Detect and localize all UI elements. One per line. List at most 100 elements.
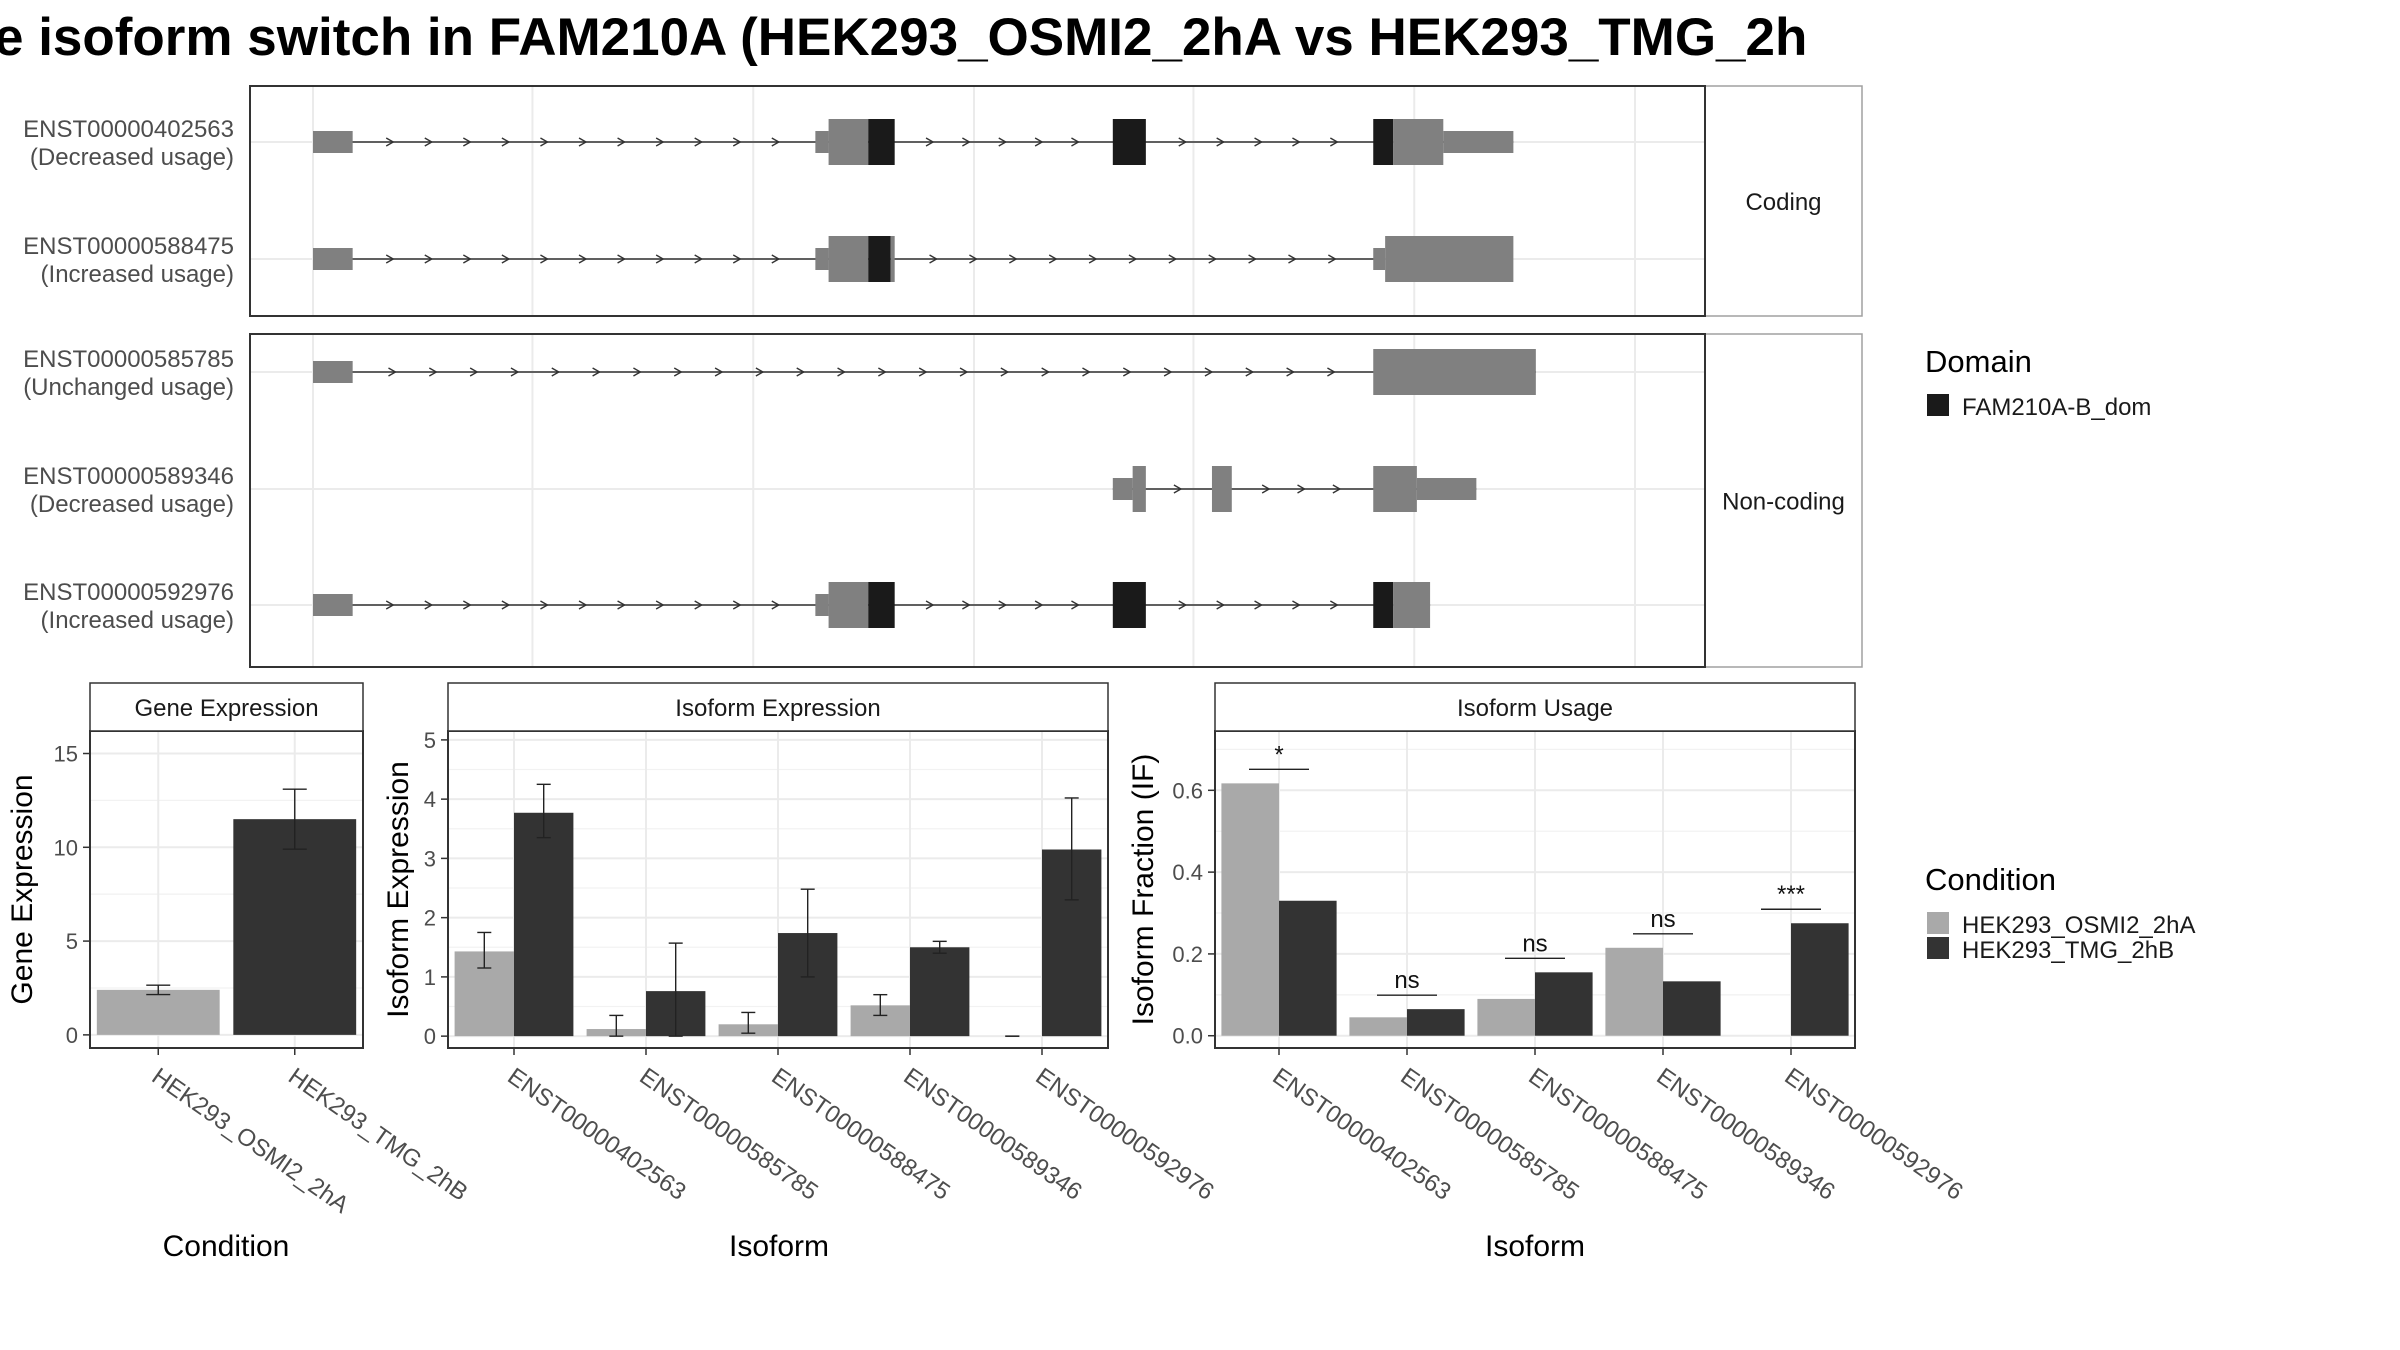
intron-arrow [962,137,971,147]
intron-arrow [617,600,626,610]
significance-label: ns [1650,906,1675,933]
intron-arrow [925,137,935,147]
transcript-id: ENST00000402563 [23,116,234,143]
intron-arrow [962,600,971,610]
intron-arrow [1071,600,1080,610]
transcript-ENST00000585785 [313,349,1536,395]
transcript-usage: (Increased usage) [41,261,234,288]
transcript-label: ENST00000585785(Unchanged usage) [23,346,234,401]
y-tick-label: 0.4 [1172,860,1203,885]
intron-arrow [1292,137,1301,147]
bar-HEK293_OSMI2_2hA [96,989,220,1035]
condition-legend-title: Condition [1925,862,2056,897]
intron-arrow [578,600,588,610]
intron-arrow [1332,484,1342,494]
structure-facet-1: Non-coding [249,333,1863,668]
bar-HEK293_TMG_2hB [233,819,357,1035]
facet-border [249,333,1706,668]
condition-legend-label-b: HEK293_TMG_2hB [1962,937,2174,964]
y-axis-title: Isoform Expression [382,761,415,1018]
transcript-label: ENST00000588475(Increased usage) [23,233,234,288]
legends: Domain FAM210A-B_dom Condition HEK293_OSMI2… [1925,344,2195,964]
significance-label: ns [1394,967,1419,994]
intron-arrow [1328,254,1337,264]
facet-strip [1704,85,1863,317]
intron-arrow [755,367,765,377]
intron-arrow [655,137,665,147]
panel-strip-label: Isoform Usage [1457,695,1613,722]
intron-arrow [878,367,887,377]
intron-arrow [1041,367,1051,377]
bar-HEK293_TMG_2hB-ENST00000589346 [1663,981,1721,1036]
intron-arrow [796,367,806,377]
intron-arrow [462,254,472,264]
intron-arrow [959,367,969,377]
intron-arrow [385,137,395,147]
transcript-ENST00000402563 [313,119,1514,165]
domain-legend-key [1927,394,1949,416]
facet-strip-label: Non-coding [1722,489,1845,516]
y-tick-label: 1 [424,965,436,990]
intron-arrow [969,254,978,264]
exon [313,131,353,153]
intron-arrow [655,254,665,264]
intron-arrow [925,600,935,610]
y-tick-label: 10 [54,835,78,860]
bar-HEK293_TMG_2hB-ENST00000402563 [514,812,574,1037]
intron-arrow [1327,367,1336,377]
domain-exon [1112,582,1146,628]
intron-arrow [1261,484,1271,494]
significance-label: *** [1777,881,1805,908]
domain-legend-label: FAM210A-B_dom [1962,394,2151,421]
intron-arrow [469,367,479,377]
intron-arrow [1216,600,1226,610]
exon [1443,131,1514,153]
intron-arrow [510,367,520,377]
condition-legend-key-a [1927,912,1949,934]
intron-arrow [771,137,781,147]
transcript-id: ENST00000588475 [23,233,234,260]
exon [1132,466,1146,512]
intron-arrow [1178,600,1188,610]
intron-arrow [1173,484,1183,494]
intron-arrow [1071,137,1080,147]
intron-arrow [540,137,549,147]
exon [1211,466,1232,512]
exon [1393,119,1444,165]
intron-arrow [714,367,724,377]
intron-arrow [501,600,511,610]
bar-HEK293_TMG_2hB-ENST00000592976 [1791,923,1849,1036]
panel-strip [1214,682,1856,732]
intron-arrow [655,600,665,610]
intron-arrow [694,137,704,147]
transcript-ENST00000588475 [313,236,1514,282]
intron-arrow [385,254,395,264]
transcript-label: ENST00000402563(Decreased usage) [23,116,234,171]
intron-arrow [918,367,928,377]
y-tick-label: 0.0 [1172,1024,1203,1049]
intron-arrow [501,254,511,264]
x-axis-title: Isoform [729,1230,829,1263]
intron-arrow [1216,137,1226,147]
intron-arrow [771,600,781,610]
intron-arrow [540,254,549,264]
intron-arrow [551,367,561,377]
intron-arrow [1248,254,1258,264]
exon [313,248,353,270]
y-tick-label: 2 [424,906,436,931]
exon [313,361,353,383]
panel-strip [447,682,1109,732]
domain-exon [1112,119,1146,165]
transcript-usage: (Decreased usage) [30,491,234,518]
significance-label: ns [1522,930,1547,957]
y-tick-label: 5 [424,728,436,753]
intron-arrow [1000,367,1010,377]
domain-exon [868,119,895,165]
bar-HEK293_TMG_2hB-ENST00000588475 [1535,972,1593,1036]
intron-arrow [732,254,742,264]
intron-arrow [428,367,438,377]
structure-facet-0: Coding [249,85,1863,317]
intron-arrow [424,137,434,147]
transcript-label: ENST00000589346(Decreased usage) [23,463,234,518]
